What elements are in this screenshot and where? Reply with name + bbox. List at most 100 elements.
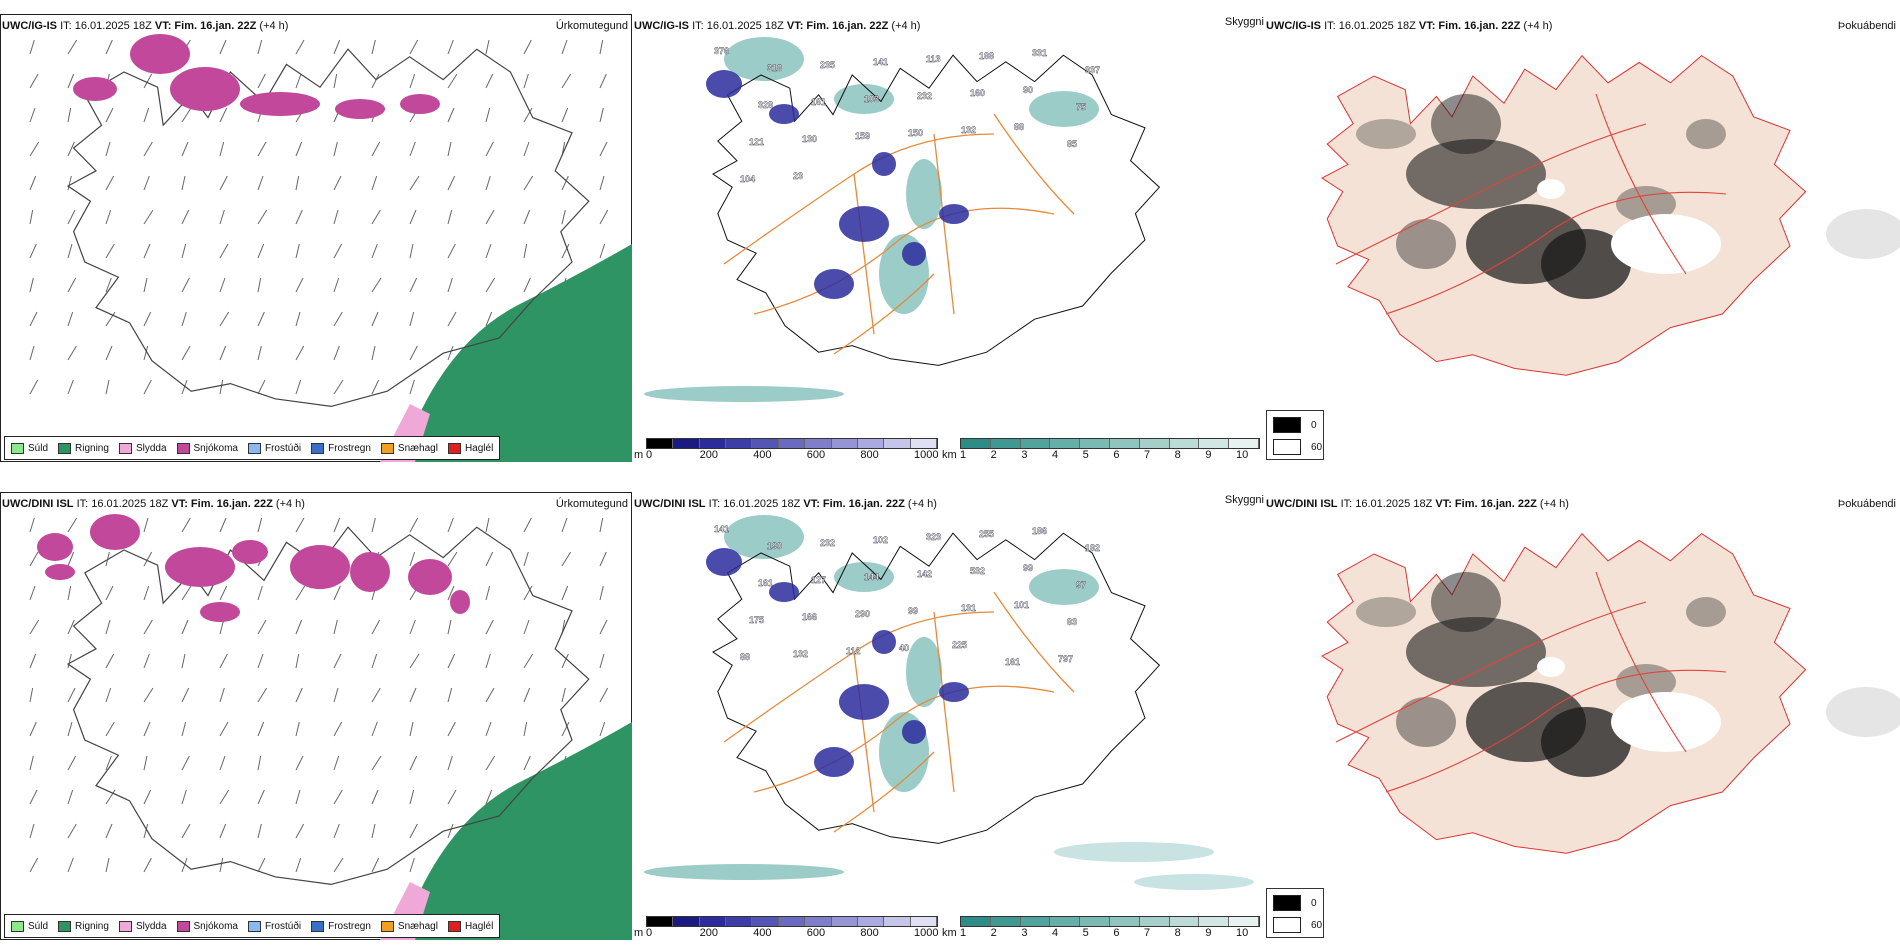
- valid-time: Fim. 16.jan. 22Z: [806, 20, 892, 32]
- cloud-base-label: 102: [873, 535, 888, 545]
- fog-legend-swatch: [1273, 439, 1301, 455]
- colorbar-tick: 2: [990, 449, 997, 461]
- snow-area: [165, 547, 235, 587]
- road-network: [1335, 571, 1727, 793]
- colorbar-tick: 3: [1021, 927, 1028, 939]
- fog-shading: [1356, 572, 1726, 777]
- glacier-area: [1611, 692, 1721, 752]
- colorbar-step: [1109, 439, 1140, 448]
- valid-time: Fim. 16.jan. 22Z: [190, 498, 276, 510]
- colorbar-tick: 800: [860, 449, 879, 461]
- fog-area: [1406, 139, 1546, 209]
- legend-label: Frostregn: [328, 920, 371, 932]
- cloud-base-label: 132: [961, 125, 976, 135]
- low-cloud-base-area: [902, 720, 926, 744]
- fog-shading: [1356, 94, 1726, 299]
- cloud-base-label: 166: [802, 612, 817, 622]
- fog-legend-swatch: [1273, 895, 1301, 911]
- colorbar-step: [699, 439, 727, 448]
- glacier-area: [1537, 657, 1565, 677]
- cloud-base-label: 113: [926, 54, 941, 64]
- colorbar-tick: 1: [960, 449, 967, 461]
- cloud-base-label: 144: [864, 572, 879, 582]
- colorbar-step: [884, 439, 911, 448]
- low-visibility-area: [724, 37, 804, 81]
- cloud-base-label: 160: [970, 88, 985, 98]
- colorbar-step: [1229, 917, 1259, 926]
- colorbar-tick: 3: [1021, 449, 1028, 461]
- colorbar-step: [752, 917, 779, 926]
- vt-label: VT:: [154, 20, 175, 32]
- fog-area: [1431, 572, 1501, 632]
- cloud-base-label: 225: [952, 640, 967, 650]
- fog-area: [1406, 617, 1546, 687]
- snow-area: [350, 552, 390, 592]
- colorbar-tick: 800: [860, 927, 879, 939]
- colorbar-strip: [960, 916, 1260, 927]
- fog-legend-label: 0: [1311, 897, 1317, 909]
- offshore-fog-area: [1826, 209, 1900, 259]
- fog-area: [1541, 707, 1631, 777]
- cloud-base-label: 104: [740, 174, 755, 184]
- colorbar-tick: 7: [1144, 449, 1151, 461]
- init-time: 16.01.2025 18Z: [706, 20, 787, 32]
- colorbar-tick: 6: [1113, 449, 1120, 461]
- cloud-base-label: 40: [899, 643, 909, 653]
- colorbar-step: [910, 917, 937, 926]
- legend-swatch: [11, 442, 24, 454]
- colorbar-step: [1139, 439, 1170, 448]
- legend-item: Rigning: [58, 442, 109, 454]
- legend-label: Snjókoma: [193, 442, 238, 454]
- cloud-base-label: 127: [811, 575, 826, 585]
- cloud-base-label: 101: [1014, 600, 1029, 610]
- colorbar-tick: 8: [1174, 927, 1181, 939]
- cloud-base-label: 85: [1067, 139, 1077, 149]
- colorbar-step: [699, 917, 727, 926]
- cloud-base-label: 232: [820, 538, 835, 548]
- legend-label: Haglél: [464, 442, 494, 454]
- snow-area: [90, 514, 140, 550]
- cloud-base-label: 141: [873, 57, 888, 67]
- it-label: IT:: [1340, 498, 1356, 510]
- snow-area: [37, 533, 73, 561]
- legend-swatch: [118, 442, 132, 454]
- legend-label: Snæhagl: [397, 442, 438, 454]
- legend-label: Frostúði: [264, 920, 302, 932]
- colorbar-unit: km: [942, 449, 957, 461]
- legend-label: Frostúði: [264, 442, 302, 454]
- fog-indicator-map: [1321, 532, 1900, 854]
- valid-time: Fim. 16.jan. 22Z: [174, 20, 260, 32]
- colorbar-step: [1050, 439, 1081, 448]
- cloud-base-label: 103: [864, 94, 879, 104]
- fog-area: [1616, 186, 1676, 222]
- legend-item: Slydda: [118, 920, 167, 932]
- fog-legend-item: 60: [1273, 917, 1322, 933]
- precip-type-panel: UWC/IG-IS IT: 16.01.2025 18Z VT: Fim. 16…: [0, 14, 632, 462]
- wind-barbs: [29, 517, 610, 873]
- legend-item: Frostregn: [311, 442, 371, 454]
- visibility-colorbar: km 1 2 3 4 5 6 7 8 9 10: [942, 438, 1262, 464]
- colorbar-strip: [960, 438, 1260, 449]
- colorbar-tick: 1000: [914, 927, 939, 939]
- precip-type-legend: Súld Rigning Slydda Snjókoma Frostúði Frostre…: [4, 436, 501, 460]
- snow-area: [400, 94, 440, 114]
- colorbar-step: [778, 917, 806, 926]
- cloud-base-label: 141: [714, 524, 729, 534]
- legend-swatch: [58, 920, 72, 932]
- cloud-base-label: 290: [855, 609, 870, 619]
- fog-area: [1686, 119, 1726, 149]
- snow-area: [45, 564, 75, 580]
- precip-type-map: [0, 492, 632, 940]
- cloud-base-label: 99: [908, 606, 918, 616]
- lead-time: (+4 h): [1523, 20, 1553, 32]
- low-cloud-base-area: [706, 548, 742, 576]
- colorbar-tick: 600: [806, 927, 826, 939]
- init-time: 16.01.2025 18Z: [723, 498, 804, 510]
- low-visibility-area: [1029, 569, 1099, 605]
- colorbar-tick: 0: [646, 449, 653, 461]
- legend-item: Snæhagl: [380, 442, 438, 454]
- colorbar-step: [910, 439, 937, 448]
- low-cloud-base-area: [939, 682, 969, 702]
- colorbar-step: [1050, 917, 1081, 926]
- init-time: 16.01.2025 18Z: [91, 498, 172, 510]
